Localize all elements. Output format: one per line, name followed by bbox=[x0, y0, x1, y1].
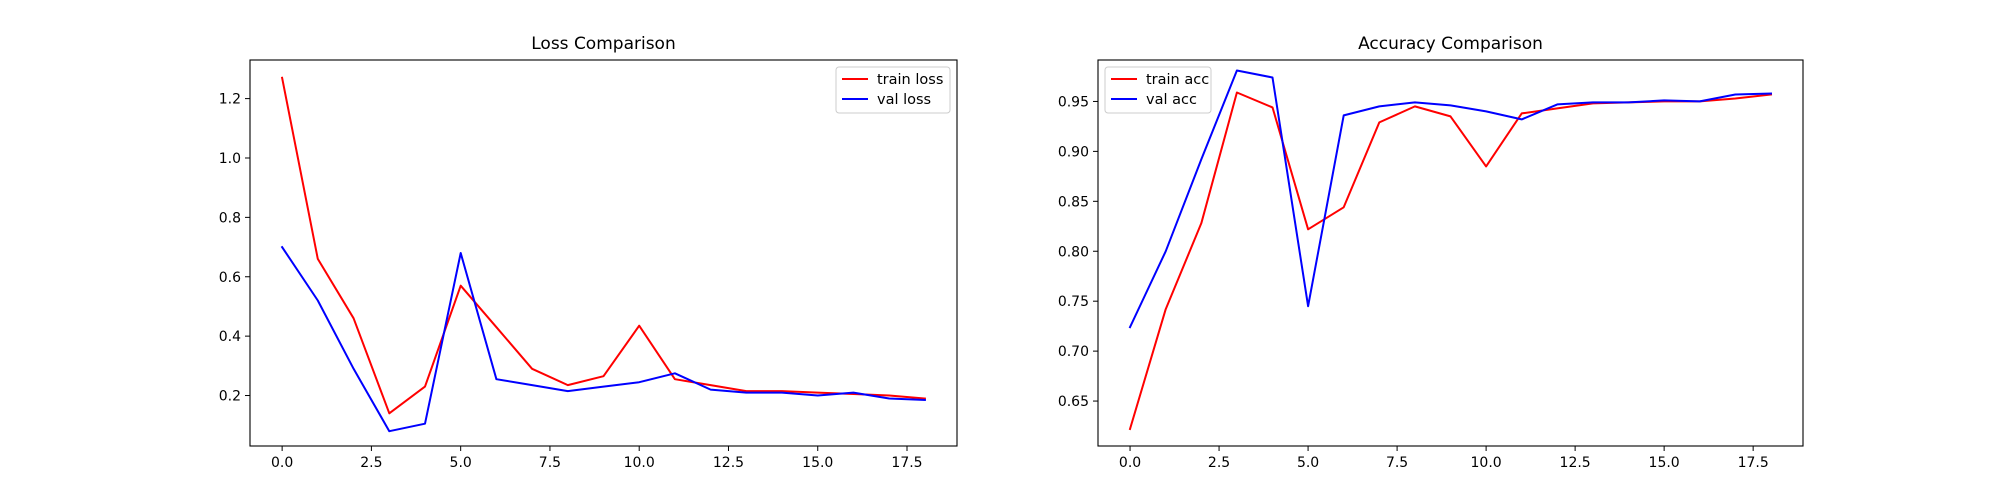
loss-x-tick-label: 5.0 bbox=[450, 455, 472, 471]
loss-y-tick-label: 0.8 bbox=[219, 210, 241, 226]
loss-axes-frame bbox=[249, 59, 958, 447]
loss-x-tick-label: 10.0 bbox=[624, 455, 655, 471]
loss-y-tick-label: 0.4 bbox=[219, 329, 241, 345]
accuracy-y-tick-label: 0.70 bbox=[1058, 344, 1089, 360]
accuracy-x-tick-label: 12.5 bbox=[1560, 455, 1591, 471]
val-acc-line bbox=[1128, 69, 1773, 329]
accuracy-x-tick-label: 10.0 bbox=[1471, 455, 1502, 471]
loss-legend: train loss val loss bbox=[835, 66, 951, 114]
val-loss-legend-label: val loss bbox=[877, 92, 931, 108]
accuracy-x-tick-label: 2.5 bbox=[1208, 455, 1230, 471]
accuracy-y-tick-label: 0.75 bbox=[1058, 294, 1089, 310]
loss-y-tick-label: 0.2 bbox=[219, 389, 241, 405]
accuracy-x-tick-label: 0.0 bbox=[1119, 455, 1141, 471]
loss-x-tick-label: 2.5 bbox=[360, 455, 382, 471]
loss-x-tick-label: 12.5 bbox=[713, 455, 744, 471]
loss-x-tick-label: 15.0 bbox=[802, 455, 833, 471]
accuracy-chart-title: Accuracy Comparison bbox=[1358, 34, 1543, 54]
loss-x-tick-label: 17.5 bbox=[891, 455, 922, 471]
loss-x-tick-label: 0.0 bbox=[271, 455, 293, 471]
loss-y-tick-label: 0.6 bbox=[219, 270, 241, 286]
loss-y-tick-label: 1.2 bbox=[219, 92, 241, 108]
accuracy-legend: train acc val acc bbox=[1104, 66, 1212, 114]
accuracy-x-tick-label: 17.5 bbox=[1738, 455, 1769, 471]
val-acc-legend-label: val acc bbox=[1146, 92, 1197, 108]
accuracy-comparison-chart: Accuracy Comparison 0.0 2.5 5.0 7.5 10.0 12.5 1… bbox=[1058, 34, 1804, 471]
loss-x-tick-label: 7.5 bbox=[539, 455, 561, 471]
accuracy-y-tick-label: 0.80 bbox=[1058, 244, 1089, 260]
loss-chart-title: Loss Comparison bbox=[531, 34, 675, 54]
val-loss-line bbox=[280, 245, 926, 433]
accuracy-x-tick-label: 5.0 bbox=[1297, 455, 1319, 471]
accuracy-y-tick-label: 0.95 bbox=[1058, 94, 1089, 110]
accuracy-x-tick-label: 15.0 bbox=[1649, 455, 1680, 471]
accuracy-y-tick-label: 0.85 bbox=[1058, 194, 1089, 210]
accuracy-x-tick-label: 7.5 bbox=[1386, 455, 1408, 471]
accuracy-axes-frame bbox=[1097, 59, 1804, 447]
train-loss-legend-label: train loss bbox=[877, 72, 943, 88]
accuracy-y-tick-label: 0.90 bbox=[1058, 144, 1089, 160]
train-loss-line bbox=[280, 76, 926, 415]
train-acc-legend-label: train acc bbox=[1146, 72, 1209, 88]
loss-comparison-chart: Loss Comparison 0.0 2.5 5.0 7.5 10.0 12.5 15.0 1… bbox=[219, 34, 958, 471]
loss-y-tick-label: 1.0 bbox=[219, 151, 241, 167]
accuracy-y-tick-label: 0.65 bbox=[1058, 394, 1089, 410]
